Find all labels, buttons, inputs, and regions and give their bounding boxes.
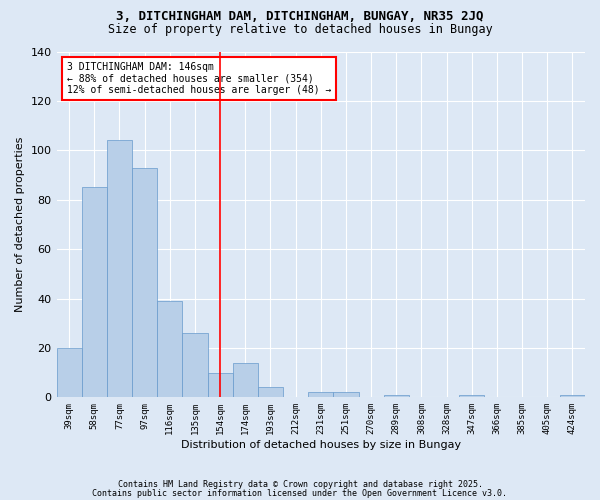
Bar	[334, 392, 359, 398]
Bar	[258, 388, 283, 398]
Text: Contains public sector information licensed under the Open Government Licence v3: Contains public sector information licen…	[92, 490, 508, 498]
Bar	[233, 363, 258, 398]
Bar	[560, 395, 585, 398]
Bar	[157, 301, 182, 398]
Bar	[182, 333, 208, 398]
Bar	[208, 372, 233, 398]
Bar	[383, 395, 409, 398]
X-axis label: Distribution of detached houses by size in Bungay: Distribution of detached houses by size …	[181, 440, 461, 450]
Bar	[308, 392, 334, 398]
Y-axis label: Number of detached properties: Number of detached properties	[15, 136, 25, 312]
Bar	[459, 395, 484, 398]
Text: Contains HM Land Registry data © Crown copyright and database right 2025.: Contains HM Land Registry data © Crown c…	[118, 480, 482, 489]
Bar	[56, 348, 82, 398]
Text: 3, DITCHINGHAM DAM, DITCHINGHAM, BUNGAY, NR35 2JQ: 3, DITCHINGHAM DAM, DITCHINGHAM, BUNGAY,…	[116, 10, 484, 23]
Bar	[132, 168, 157, 398]
Bar	[107, 140, 132, 398]
Text: Size of property relative to detached houses in Bungay: Size of property relative to detached ho…	[107, 22, 493, 36]
Bar	[82, 188, 107, 398]
Text: 3 DITCHINGHAM DAM: 146sqm
← 88% of detached houses are smaller (354)
12% of semi: 3 DITCHINGHAM DAM: 146sqm ← 88% of detac…	[67, 62, 331, 95]
